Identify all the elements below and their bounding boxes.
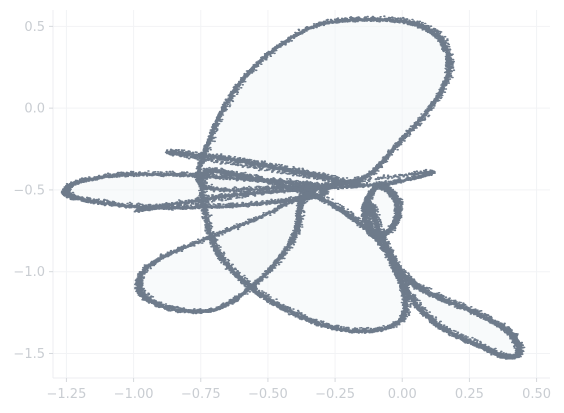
y-tick-label: −1.5 bbox=[13, 347, 45, 362]
x-tick-label: −0.25 bbox=[315, 387, 355, 402]
y-tick-labels: 0.5 0.0 −0.5 −1.0 −1.5 bbox=[13, 20, 53, 362]
y-tick-label: 0.0 bbox=[24, 102, 45, 117]
x-tick-label: 0.50 bbox=[522, 387, 551, 402]
x-tick-labels: −1.25 −1.00 −0.75 −0.50 −0.25 0.00 0.25 0.50 bbox=[47, 378, 551, 402]
x-tick-label: −0.50 bbox=[248, 387, 288, 402]
axes bbox=[52, 10, 550, 379]
big-oval-fill bbox=[201, 170, 405, 332]
attractor-points bbox=[60, 15, 526, 360]
x-tick-label: −1.25 bbox=[47, 387, 87, 402]
inner-curl-points bbox=[362, 181, 404, 238]
x-tick-label: 0.25 bbox=[455, 387, 484, 402]
x-tick-label: −0.75 bbox=[181, 387, 221, 402]
right-tail-points bbox=[368, 203, 526, 359]
y-tick-label: −1.0 bbox=[13, 265, 45, 280]
x-tick-label: −1.00 bbox=[114, 387, 154, 402]
y-tick-label: 0.5 bbox=[24, 20, 45, 35]
left-lobe-points bbox=[62, 170, 330, 210]
upper-spray-points bbox=[165, 148, 363, 186]
x-tick-label: 0.00 bbox=[388, 387, 417, 402]
y-tick-label: −0.5 bbox=[13, 183, 45, 198]
right-tail-fill bbox=[370, 206, 518, 358]
